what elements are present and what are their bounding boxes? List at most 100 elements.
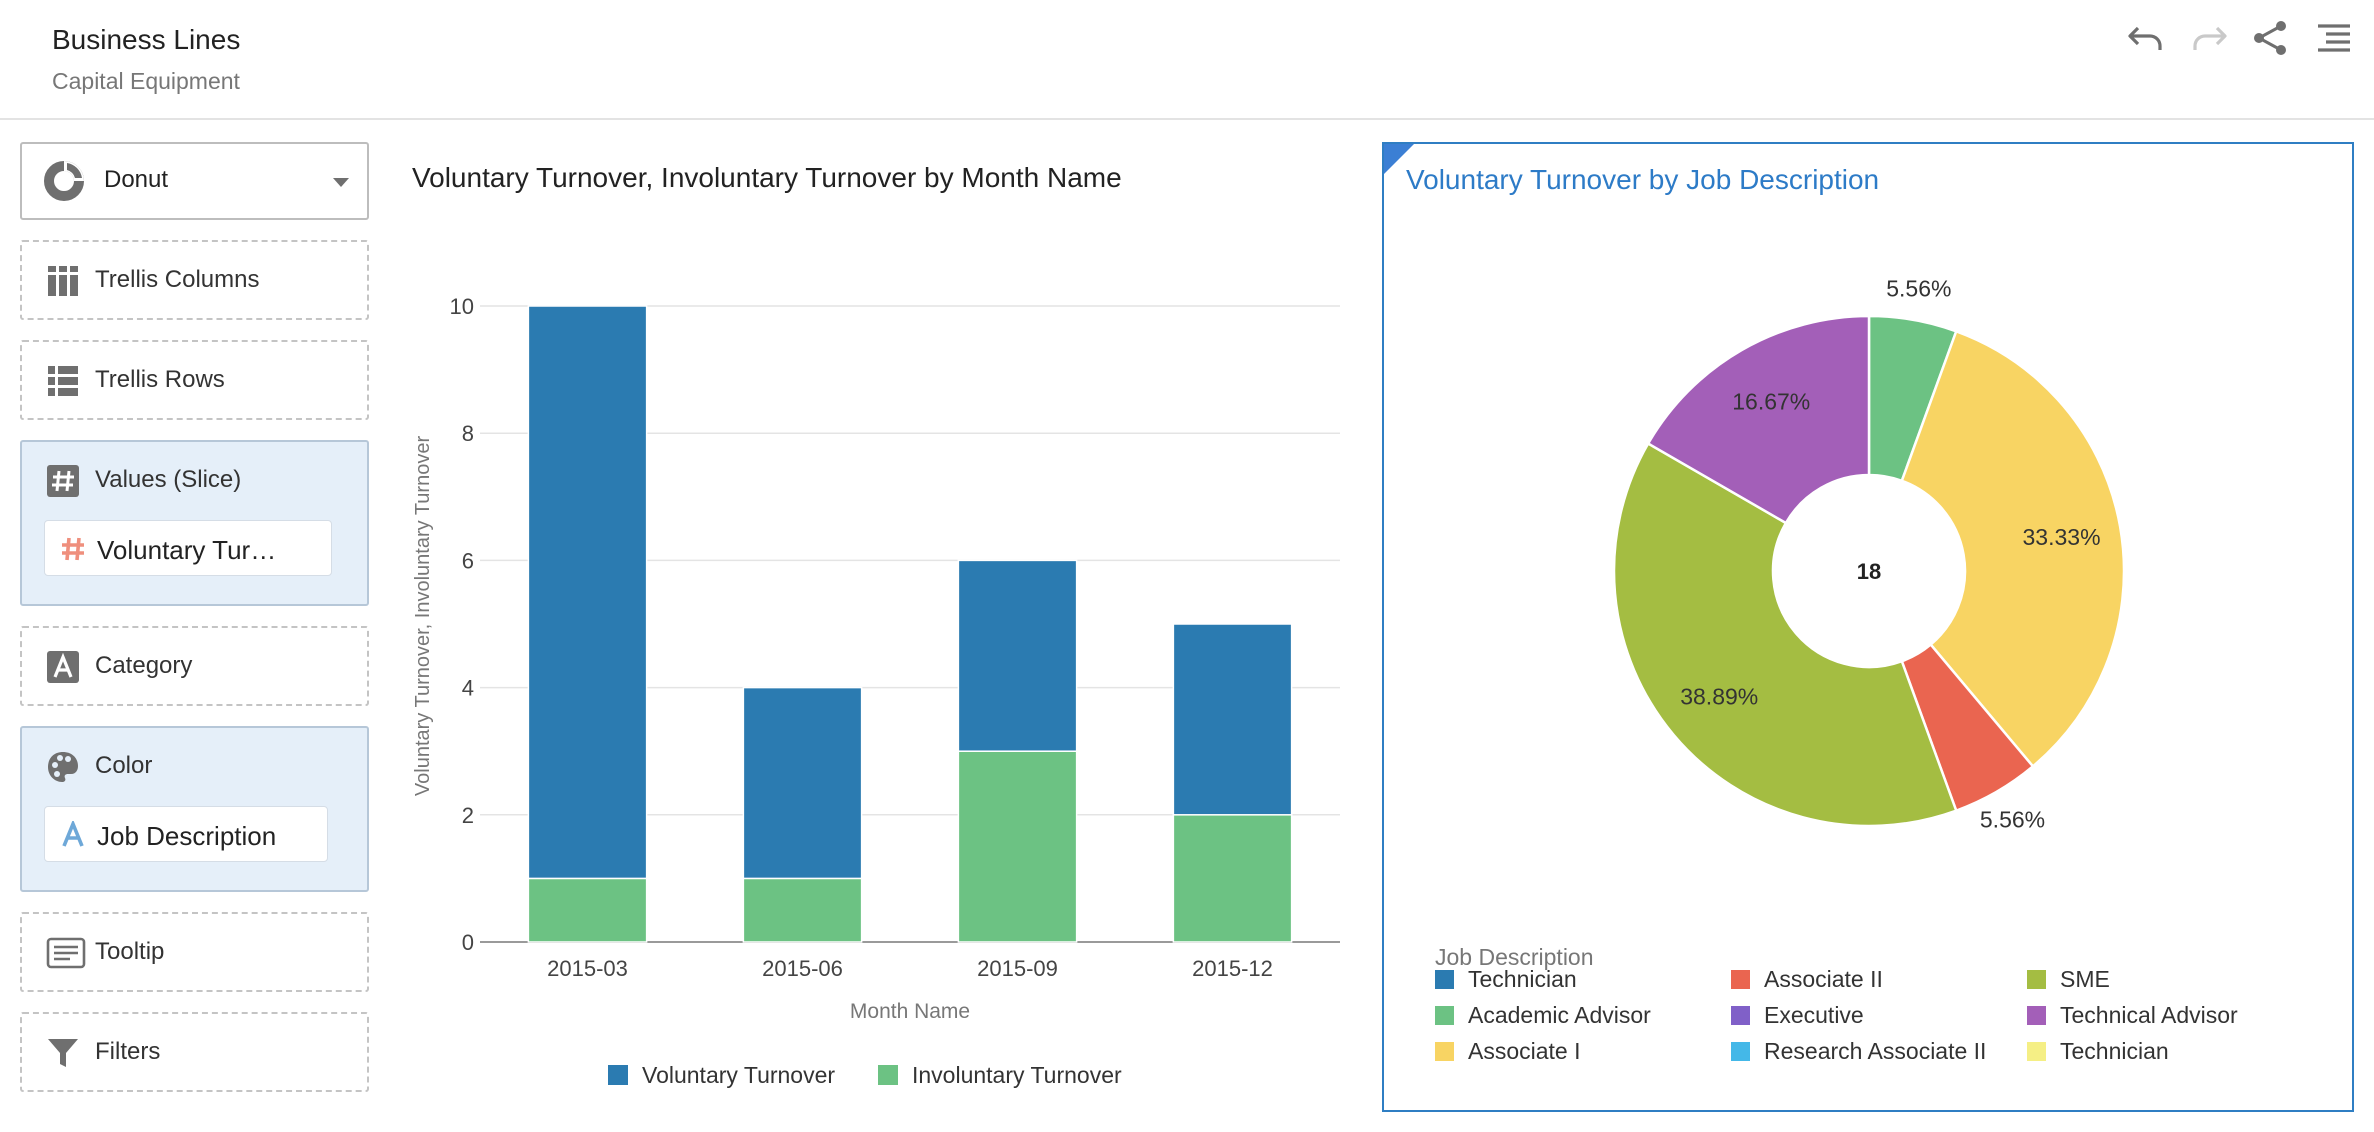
legend-item-label: SME bbox=[2060, 966, 2110, 992]
x-tick-label: 2015-06 bbox=[762, 956, 843, 981]
legend-item-label: Research Associate II bbox=[1764, 1038, 1987, 1064]
well-trellis-rows[interactable]: Trellis Rows bbox=[20, 340, 369, 420]
filter-icon bbox=[46, 1036, 80, 1070]
bar-chart-title: Voluntary Turnover, Involuntary Turnover… bbox=[412, 162, 1122, 193]
hash-icon bbox=[46, 464, 80, 498]
donut-chart[interactable]: 5.56% 33.33% 5.56% 38.89% 16.67% 18 bbox=[1384, 144, 2352, 934]
bar-involuntary-turnover-2015-03[interactable] bbox=[527, 877, 648, 943]
values-slice-chip-label: Voluntary Tur… bbox=[97, 535, 277, 565]
grammar-panel: Donut Trellis Columns Trellis Rows Value… bbox=[0, 120, 380, 1132]
bar-voluntary-turnover-2015-12[interactable] bbox=[1172, 623, 1293, 816]
well-values-slice[interactable]: Values (Slice) Voluntary Tur… bbox=[20, 440, 369, 606]
bar-voluntary-turnover-2015-06[interactable] bbox=[742, 686, 863, 880]
legend-item[interactable]: Associate II bbox=[1731, 966, 1883, 993]
well-filters[interactable]: Filters bbox=[20, 1012, 369, 1092]
legend-swatch bbox=[1435, 1042, 1454, 1061]
color-label: Color bbox=[95, 752, 153, 779]
header-bar: Business Lines Capital Equipment bbox=[0, 0, 2374, 120]
legend-swatch bbox=[1435, 1006, 1454, 1025]
legend-item-label: Academic Advisor bbox=[1468, 1002, 1651, 1028]
tooltip-icon bbox=[46, 936, 86, 970]
chart-type-select[interactable]: Donut bbox=[20, 142, 369, 220]
attribute-icon bbox=[46, 650, 80, 684]
well-trellis-columns[interactable]: Trellis Columns bbox=[20, 240, 369, 320]
y-tick-label: 4 bbox=[462, 676, 474, 701]
bar-voluntary-turnover-2015-03[interactable] bbox=[527, 305, 648, 880]
well-color[interactable]: Color Job Description bbox=[20, 726, 369, 892]
slice-data-label: 5.56% bbox=[1886, 275, 1951, 301]
donut-center-total: 18 bbox=[1857, 559, 1881, 584]
slice-associate-i[interactable] bbox=[1900, 329, 2126, 769]
legend-item-label[interactable]: Involuntary Turnover bbox=[912, 1062, 1122, 1088]
redo-icon[interactable] bbox=[2187, 16, 2231, 60]
selection-corner-marker bbox=[1384, 144, 1414, 174]
color-chip-label: Job Description bbox=[97, 821, 277, 851]
bar-involuntary-turnover-2015-12[interactable] bbox=[1172, 814, 1293, 943]
trellis-rows-icon bbox=[46, 364, 80, 398]
legend-item[interactable]: SME bbox=[2027, 966, 2110, 993]
well-tooltip[interactable]: Tooltip bbox=[20, 912, 369, 992]
bar-chart[interactable]: 0 2 4 6 8 10 2015-03 2015-06 2015-09 2015-12 Month… bbox=[400, 140, 1360, 1100]
x-tick-label: 2015-09 bbox=[977, 956, 1058, 981]
legend-swatch bbox=[2027, 1042, 2046, 1061]
slice-technical-advisor[interactable] bbox=[1646, 314, 1871, 525]
page-subtitle: Capital Equipment bbox=[52, 68, 240, 94]
legend-swatch bbox=[1731, 1042, 1750, 1061]
trellis-columns-icon bbox=[46, 264, 80, 298]
bar-chart-view[interactable]: Voluntary Turnover, Involuntary Turnover… bbox=[400, 140, 1360, 1100]
voluntary-turnover-chip[interactable]: Voluntary Tur… bbox=[44, 520, 332, 576]
bar-voluntary-turnover-2015-09[interactable] bbox=[957, 559, 1078, 752]
legend-swatch bbox=[2027, 1006, 2046, 1025]
bar-involuntary-turnover-2015-09[interactable] bbox=[957, 750, 1078, 943]
legend-swatch bbox=[878, 1065, 898, 1085]
legend-item[interactable]: Executive bbox=[1731, 1002, 1864, 1029]
values-slice-label: Values (Slice) bbox=[95, 466, 242, 493]
legend-item-label: Associate II bbox=[1764, 966, 1883, 992]
job-description-chip[interactable]: Job Description bbox=[44, 806, 328, 862]
y-tick-label: 10 bbox=[450, 294, 474, 319]
legend-item-label: Associate I bbox=[1468, 1038, 1581, 1064]
legend-swatch bbox=[2027, 970, 2046, 989]
legend-swatch bbox=[1435, 970, 1454, 989]
legend-item[interactable]: Technical Advisor bbox=[2027, 1002, 2238, 1029]
y-tick-label: 6 bbox=[462, 548, 474, 573]
bar-involuntary-turnover-2015-06[interactable] bbox=[742, 877, 863, 943]
legend-item-label: Technician bbox=[1468, 966, 1577, 992]
y-tick-label: 0 bbox=[462, 930, 474, 955]
attribute-a-icon bbox=[59, 819, 87, 849]
filters-label: Filters bbox=[95, 1038, 161, 1065]
legend-item[interactable]: Associate I bbox=[1435, 1038, 1581, 1065]
slice-data-label: 16.67% bbox=[1732, 389, 1810, 415]
legend-item-label: Technical Advisor bbox=[2060, 1002, 2238, 1028]
legend-swatch bbox=[608, 1065, 628, 1085]
donut-legend-title: Job Description bbox=[1435, 944, 1594, 970]
slice-data-label: 38.89% bbox=[1680, 684, 1758, 710]
y-tick-label: 8 bbox=[462, 421, 474, 446]
share-icon[interactable] bbox=[2249, 16, 2293, 60]
page-title: Business Lines bbox=[52, 24, 241, 55]
legend-item[interactable]: Technician bbox=[1435, 966, 1577, 993]
slice-sme[interactable] bbox=[1612, 441, 1958, 828]
donut-chart-title: Voluntary Turnover by Job Description bbox=[1406, 164, 1880, 195]
chevron-down-icon[interactable] bbox=[332, 176, 350, 194]
y-tick-label: 2 bbox=[462, 803, 474, 828]
palette-icon bbox=[46, 750, 80, 784]
legend-item-label: Executive bbox=[1764, 1002, 1864, 1028]
donut-chart-view[interactable]: Voluntary Turnover by Job Description 5.… bbox=[1382, 142, 2354, 1112]
x-tick-label: 2015-03 bbox=[547, 956, 628, 981]
undo-icon[interactable] bbox=[2124, 16, 2168, 60]
trellis-rows-label: Trellis Rows bbox=[95, 366, 225, 393]
legend-item-label[interactable]: Voluntary Turnover bbox=[642, 1062, 835, 1088]
menu-icon[interactable] bbox=[2312, 16, 2356, 60]
chart-type-label: Donut bbox=[104, 166, 169, 193]
x-axis-title: Month Name bbox=[850, 1000, 970, 1023]
measure-hash-icon bbox=[59, 535, 87, 563]
trellis-columns-label: Trellis Columns bbox=[95, 266, 260, 293]
x-tick-label: 2015-12 bbox=[1192, 956, 1273, 981]
well-category[interactable]: Category bbox=[20, 626, 369, 706]
legend-swatch bbox=[1731, 970, 1750, 989]
legend-item[interactable]: Academic Advisor bbox=[1435, 1002, 1651, 1029]
legend-item[interactable]: Technician bbox=[2027, 1038, 2169, 1065]
legend-item[interactable]: Research Associate II bbox=[1731, 1038, 1986, 1065]
y-axis-title: Voluntary Turnover, Involuntary Turnover bbox=[412, 436, 434, 797]
